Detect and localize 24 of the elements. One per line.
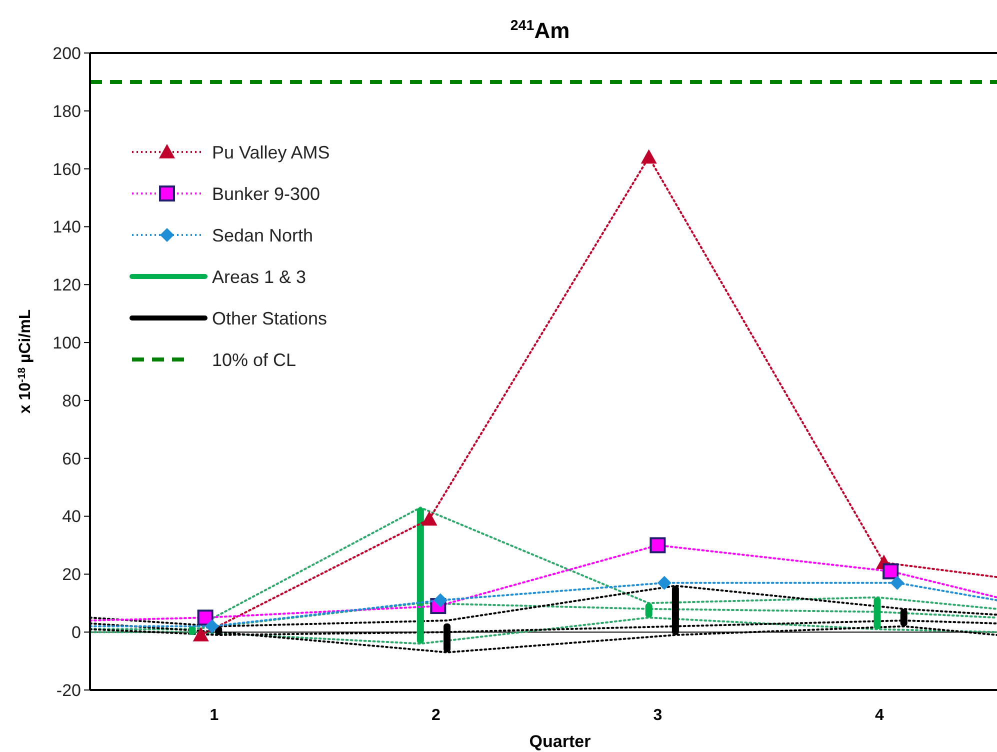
x-tick-label: 2 [431,707,440,724]
y-tick-label: 40 [62,507,81,526]
y-tick-label: 20 [62,565,81,584]
x-tick-label: 1 [210,707,219,724]
legend-label: Areas 1 & 3 [212,266,306,287]
y-tick-label: 180 [52,102,81,121]
y-tick-label: -20 [56,680,81,700]
legend-label: Sedan North [212,225,314,246]
y-tick-label: 140 [52,218,81,237]
chart-title: $^{241}$Am [510,18,570,43]
legend-label: Pu Valley AMS [212,142,330,162]
y-tick-label: 80 [62,391,81,410]
x-tick-label: 3 [653,707,662,724]
y-tick-label: 160 [52,160,81,179]
y-tick-label: 100 [52,333,81,352]
legend-label: 10% of CL [212,350,296,370]
legend-label: Other Stations [212,308,328,328]
y-tick-label: 0 [72,623,81,642]
x-axis-title: Quarter [529,732,592,751]
y-tick-label: 120 [52,276,81,295]
x-tick-label: 4 [875,707,884,724]
legend-label: Bunker 9-300 [212,184,320,204]
y-tick-label: 200 [52,44,81,63]
y-tick-label: 60 [62,449,81,468]
